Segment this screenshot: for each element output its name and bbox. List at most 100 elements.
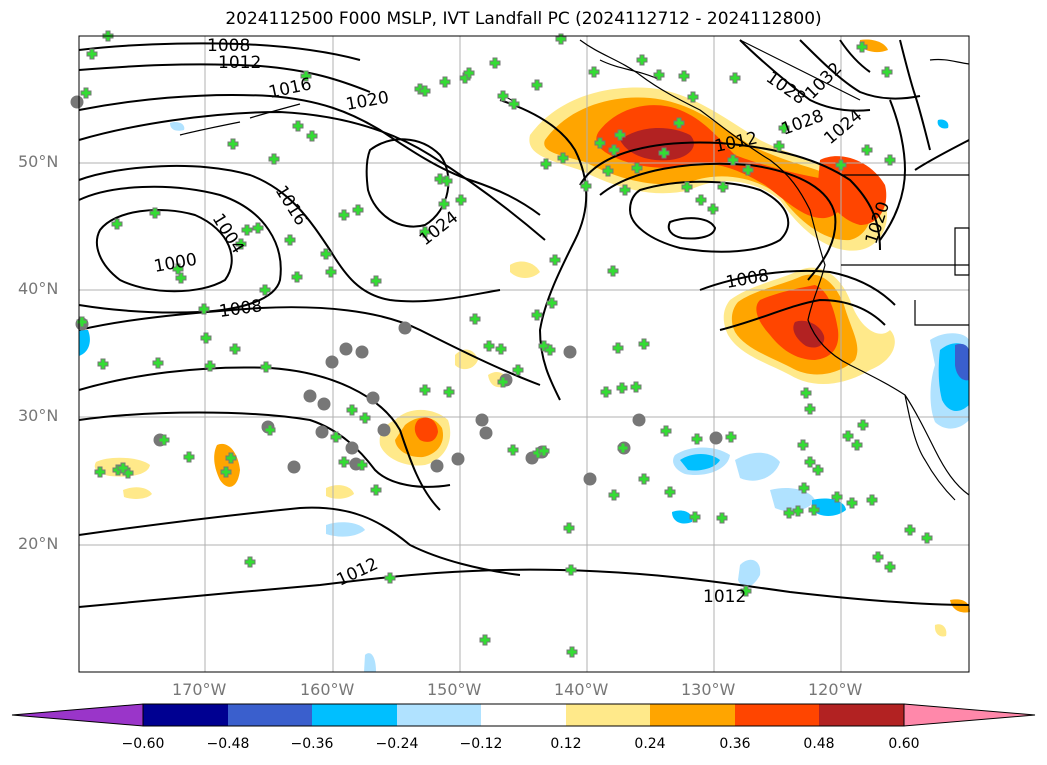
station-plus-marker: [434, 173, 446, 185]
station-plus-marker: [338, 456, 350, 468]
station-plus-marker: [325, 266, 337, 278]
colorbar-tick-label: −0.48: [206, 736, 250, 752]
station-circle-marker: [475, 413, 489, 427]
station-plus-marker: [497, 90, 509, 102]
station-plus-marker: [441, 175, 453, 187]
station-plus-marker: [884, 154, 896, 166]
station-plus-marker: [259, 284, 271, 296]
station-plus-marker: [580, 180, 592, 192]
station-plus-marker: [687, 91, 699, 103]
station-plus-marker: [512, 364, 524, 376]
station-plus-marker: [600, 386, 612, 398]
station-circle-marker: [430, 459, 444, 473]
station-plus-marker: [725, 431, 737, 443]
lon-tick-label: 170°W: [172, 680, 227, 699]
station-plus-marker: [508, 98, 520, 110]
station-plus-marker: [729, 72, 741, 84]
station-plus-marker: [268, 153, 280, 165]
station-plus-marker: [370, 484, 382, 496]
station-plus-marker: [495, 343, 507, 355]
station-plus-marker: [740, 585, 752, 597]
isobar-label: 1008: [207, 36, 250, 56]
station-plus-marker: [831, 491, 843, 503]
station-plus-marker: [846, 497, 858, 509]
station-plus-marker: [866, 494, 878, 506]
station-plus-marker: [812, 464, 824, 476]
station-markers: [70, 30, 933, 658]
station-circle-marker: [325, 355, 339, 369]
station-plus-marker: [555, 33, 567, 45]
station-plus-marker: [716, 512, 728, 524]
station-plus-marker: [856, 41, 868, 53]
station-circle-marker: [451, 452, 465, 466]
station-plus-marker: [689, 511, 701, 523]
station-plus-marker: [861, 144, 873, 156]
station-plus-marker: [158, 434, 170, 446]
station-plus-marker: [149, 207, 161, 219]
station-plus-marker: [438, 198, 450, 210]
station-plus-marker: [778, 122, 790, 134]
station-plus-marker: [152, 357, 164, 369]
station-plus-marker: [904, 524, 916, 536]
station-circle-marker: [339, 342, 353, 356]
station-plus-marker: [631, 162, 643, 174]
station-plus-marker: [638, 473, 650, 485]
lat-tick-label: 40°N: [18, 279, 59, 298]
colorbar-tick-label: −0.36: [290, 736, 334, 752]
station-plus-marker: [264, 424, 276, 436]
station-circle-marker: [70, 95, 84, 109]
station-circle-marker: [479, 426, 493, 440]
station-circle-marker: [303, 389, 317, 403]
station-plus-marker: [419, 85, 431, 97]
lon-tick-label: 140°W: [554, 680, 609, 699]
ivt-negative-shading: [79, 119, 969, 672]
colorbar-tick-label: 0.12: [550, 736, 582, 752]
isobar-label: 1012: [703, 587, 746, 607]
station-plus-marker: [792, 505, 804, 517]
colorbar-tick-label: 0.36: [719, 736, 751, 752]
station-plus-marker: [872, 551, 884, 563]
station-plus-marker: [489, 57, 501, 69]
station-plus-marker: [292, 120, 304, 132]
station-plus-marker: [808, 504, 820, 516]
station-plus-marker: [356, 459, 368, 471]
map-border: [78, 35, 970, 673]
map-panel: 1008 1012 1016 1020 1024 1000 1004 1008 …: [70, 30, 970, 673]
colorbar-max-arrow: [903, 703, 1036, 727]
station-plus-marker: [320, 248, 332, 260]
station-plus-marker: [183, 451, 195, 463]
station-plus-marker: [664, 486, 676, 498]
station-plus-marker: [616, 382, 628, 394]
station-plus-marker: [540, 158, 552, 170]
station-plus-marker: [881, 66, 893, 78]
station-plus-marker: [857, 419, 869, 431]
station-plus-marker: [617, 442, 629, 454]
station-plus-marker: [804, 403, 816, 415]
isobar-label: 1012: [218, 53, 261, 73]
station-plus-marker: [921, 532, 933, 544]
station-plus-marker: [636, 54, 648, 66]
station-plus-marker: [538, 445, 550, 457]
station-circle-marker: [317, 397, 331, 411]
station-plus-marker: [707, 203, 719, 215]
station-plus-marker: [742, 164, 754, 176]
lon-tick-label: 150°W: [427, 680, 482, 699]
station-plus-marker: [172, 263, 184, 275]
station-plus-marker: [851, 439, 863, 451]
station-plus-marker: [727, 154, 739, 166]
colorbar-tick-label: −0.60: [121, 736, 165, 752]
station-plus-marker: [479, 634, 491, 646]
station-circle-marker: [583, 472, 597, 486]
chart-title: 2024112500 F000 MSLP, IVT Landfall PC (2…: [225, 9, 822, 29]
station-plus-marker: [546, 297, 558, 309]
station-plus-marker: [594, 137, 606, 149]
station-plus-marker: [483, 340, 495, 352]
station-plus-marker: [717, 181, 729, 193]
station-plus-marker: [884, 561, 896, 573]
station-circle-marker: [563, 345, 577, 359]
graticule: [79, 36, 969, 672]
station-plus-marker: [291, 271, 303, 283]
station-plus-marker: [200, 332, 212, 344]
station-plus-marker: [608, 489, 620, 501]
